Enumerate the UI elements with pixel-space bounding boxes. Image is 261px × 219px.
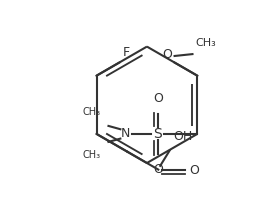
Text: OH: OH (173, 130, 193, 143)
Text: CH₃: CH₃ (83, 108, 101, 117)
Text: F: F (123, 46, 130, 59)
Text: N: N (120, 127, 130, 140)
Text: CH₃: CH₃ (83, 150, 101, 160)
Text: O: O (189, 164, 199, 177)
Text: CH₃: CH₃ (195, 37, 216, 48)
Text: S: S (153, 127, 162, 141)
Text: O: O (162, 48, 172, 61)
Text: O: O (153, 163, 163, 176)
Text: O: O (153, 92, 163, 105)
